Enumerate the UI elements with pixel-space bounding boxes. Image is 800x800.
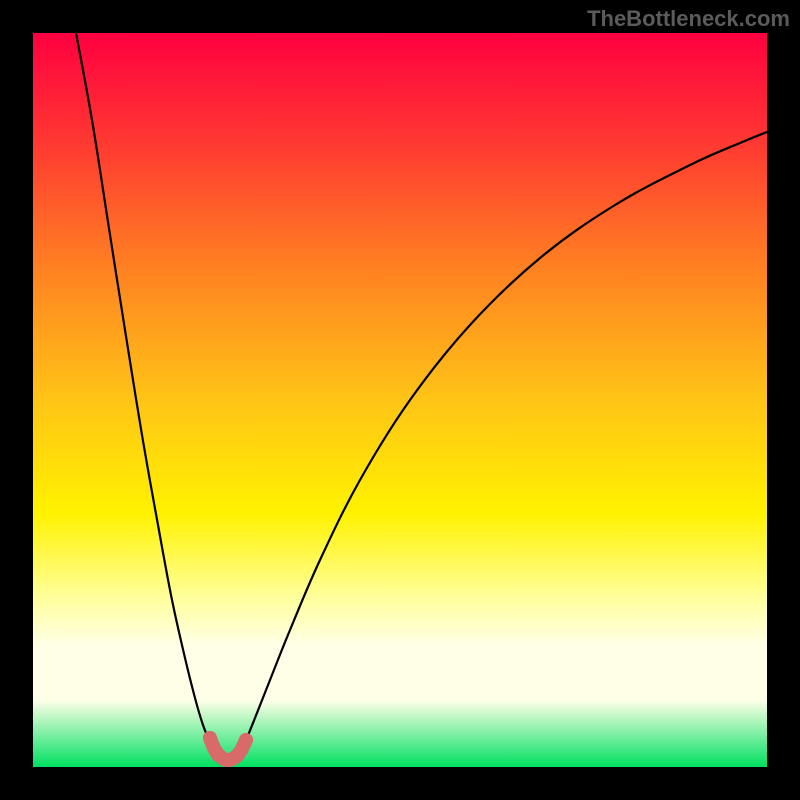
chart-svg — [0, 0, 800, 800]
minimum-dot — [239, 733, 253, 747]
minimum-dot — [203, 731, 217, 745]
green-band — [33, 700, 767, 767]
minimum-dot — [231, 748, 245, 762]
chart-container: TheBottleneck.com — [0, 0, 800, 800]
watermark-text: TheBottleneck.com — [587, 6, 790, 32]
gradient-background — [33, 33, 767, 700]
